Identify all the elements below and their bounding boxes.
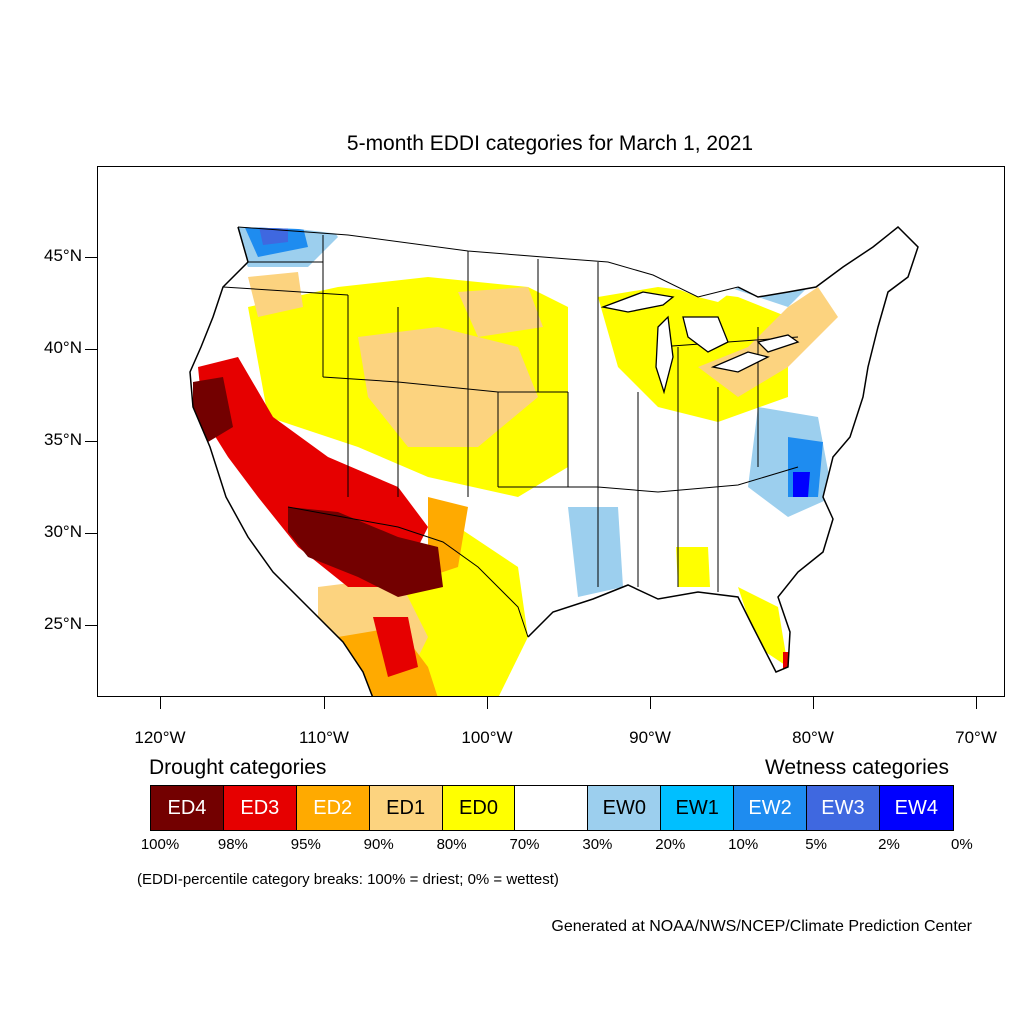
legend-cell-ed3: ED3 bbox=[223, 786, 297, 830]
lon-tick-80 bbox=[813, 697, 814, 709]
lon-label-100: 100°W bbox=[461, 728, 513, 747]
drought-heading: Drought categories bbox=[149, 756, 327, 779]
lat-label-35: 35°N bbox=[44, 430, 82, 449]
credit-line: Generated at NOAA/NWS/NCEP/Climate Predi… bbox=[551, 918, 972, 935]
region-ed0-florida bbox=[738, 587, 788, 667]
legend-cell-ew3: EW3 bbox=[807, 786, 880, 830]
legend-cell-ed0: ED0 bbox=[442, 786, 516, 830]
percent-break-label: 70% bbox=[509, 836, 540, 853]
lat-tick-45 bbox=[85, 257, 97, 258]
legend-cell-normal bbox=[515, 786, 589, 830]
region-ed1-dakotas bbox=[458, 287, 543, 337]
great-lakes bbox=[600, 291, 800, 395]
region-ew4-nc bbox=[793, 472, 810, 497]
lon-label-80: 80°W bbox=[792, 728, 834, 747]
neighbor-land bbox=[238, 167, 988, 297]
region-ed3-mexico bbox=[373, 617, 418, 677]
lon-label-120: 120°W bbox=[134, 728, 186, 747]
percent-break-label: 100% bbox=[140, 836, 180, 853]
percent-break-label: 95% bbox=[290, 836, 321, 853]
lat-tick-40 bbox=[85, 349, 97, 350]
legend-cell-ed2: ED2 bbox=[296, 786, 370, 830]
lat-tick-35 bbox=[85, 441, 97, 442]
percent-break-label: 98% bbox=[217, 836, 248, 853]
region-ed4-california bbox=[193, 377, 233, 442]
region-ed3-florida bbox=[783, 652, 798, 677]
percent-break-label: 0% bbox=[951, 836, 973, 853]
legend-cell-ed1: ED1 bbox=[369, 786, 443, 830]
lon-tick-110 bbox=[324, 697, 325, 709]
legend-cell-ew1: EW1 bbox=[661, 786, 735, 830]
percent-break-label: 10% bbox=[728, 836, 759, 853]
legend-cell-ed4: ED4 bbox=[151, 786, 224, 830]
lon-tick-120 bbox=[160, 697, 161, 709]
lon-tick-100 bbox=[487, 697, 488, 709]
map-title: 5-month EDDI categories for March 1, 202… bbox=[346, 132, 754, 155]
percent-break-label: 30% bbox=[582, 836, 613, 853]
lon-tick-70 bbox=[976, 697, 977, 709]
region-ed0-alabama bbox=[676, 547, 710, 587]
lat-label-30: 30°N bbox=[44, 522, 82, 541]
legend-note: (EDDI-percentile category breaks: 100% =… bbox=[137, 871, 559, 888]
legend-cell-ew4: EW4 bbox=[879, 786, 953, 830]
lon-label-90: 90°W bbox=[629, 728, 671, 747]
region-ed4-arizona-nm bbox=[288, 507, 443, 597]
lat-label-45: 45°N bbox=[44, 246, 82, 265]
percent-break-label: 90% bbox=[363, 836, 394, 853]
percent-break-label: 5% bbox=[805, 836, 827, 853]
region-ed1-oregon bbox=[248, 272, 303, 317]
lat-label-40: 40°N bbox=[44, 338, 82, 357]
lon-label-70: 70°W bbox=[955, 728, 997, 747]
eddi-map bbox=[97, 166, 1005, 697]
percent-break-label: 20% bbox=[655, 836, 686, 853]
legend-cell-ew2: EW2 bbox=[734, 786, 808, 830]
lat-tick-30 bbox=[85, 533, 97, 534]
lon-tick-90 bbox=[650, 697, 651, 709]
wetness-heading: Wetness categories bbox=[764, 756, 949, 779]
lat-tick-25 bbox=[85, 625, 97, 626]
lon-label-110: 110°W bbox=[299, 728, 349, 747]
lat-label-25: 25°N bbox=[44, 614, 82, 633]
state-boundaries bbox=[189, 225, 919, 696]
legend-cell-ew0: EW0 bbox=[588, 786, 662, 830]
eddi-map-canvas bbox=[189, 167, 988, 696]
legend-colorbar: ED4 ED3 ED2 ED1 ED0 EW0 EW1 EW2 EW3 EW4 bbox=[150, 785, 954, 831]
percent-break-label: 2% bbox=[878, 836, 900, 853]
percent-break-label: 80% bbox=[436, 836, 467, 853]
region-ew0-lower-miss bbox=[568, 507, 623, 597]
